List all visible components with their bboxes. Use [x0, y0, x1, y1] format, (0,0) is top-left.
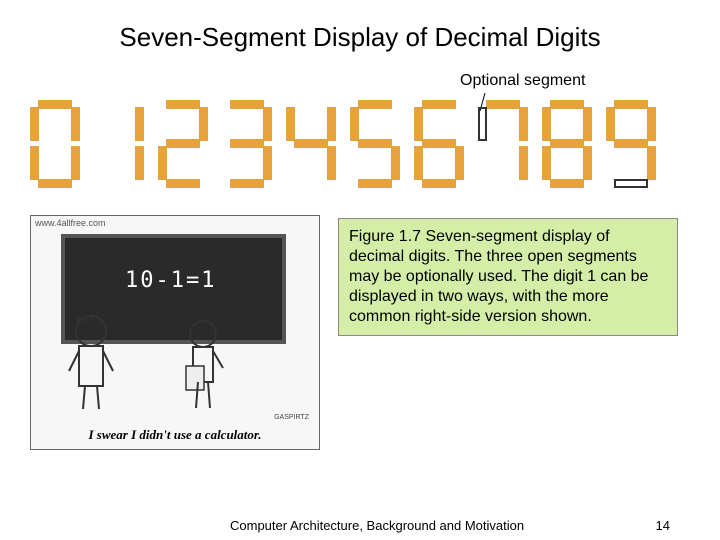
segment-c — [519, 146, 528, 180]
segment-c — [583, 146, 592, 180]
digit-4 — [286, 100, 336, 188]
digit-3 — [222, 100, 272, 188]
segment-a — [614, 100, 648, 109]
segment-f — [286, 107, 295, 141]
segment-d — [230, 179, 264, 188]
digit-2 — [158, 100, 208, 188]
segment-d — [422, 179, 456, 188]
segment-b — [263, 107, 272, 141]
cartoon-panel: www.4allfree.com 10-1=1 GASPIRTZ I swear… — [30, 215, 320, 450]
cartoon-source-url: www.4allfree.com — [35, 218, 106, 228]
segment-g — [230, 139, 264, 148]
segment-g — [166, 139, 200, 148]
segment-d — [38, 179, 72, 188]
segment-e — [542, 146, 551, 180]
segment-c — [135, 146, 144, 180]
digit-1 — [94, 100, 144, 188]
segment-c — [455, 146, 464, 180]
segment-b — [327, 107, 336, 141]
segment-f — [414, 107, 423, 141]
segment-g — [550, 139, 584, 148]
seven-segment-row — [30, 100, 656, 188]
segment-a — [166, 100, 200, 109]
segment-b — [583, 107, 592, 141]
segment-c — [391, 146, 400, 180]
segment-c — [263, 146, 272, 180]
segment-b — [647, 107, 656, 141]
optional-segment-label: Optional segment — [460, 72, 585, 90]
segment-c — [71, 146, 80, 180]
segment-b — [135, 107, 144, 141]
chalkboard-text: 10-1=1 — [125, 268, 216, 293]
segment-a — [486, 100, 520, 109]
cartoon-child-left — [61, 311, 121, 411]
segment-d — [550, 179, 584, 188]
segment-d — [358, 179, 392, 188]
segment-a — [422, 100, 456, 109]
segment-c — [647, 146, 656, 180]
segment-e — [414, 146, 423, 180]
segment-e — [158, 146, 167, 180]
segment-f — [350, 107, 359, 141]
figure-caption-box: Figure 1.7 Seven-segment display of deci… — [338, 218, 678, 336]
segment-g — [422, 139, 456, 148]
segment-f — [542, 107, 551, 141]
segment-a — [230, 100, 264, 109]
segment-a — [38, 100, 72, 109]
segment-a — [358, 100, 392, 109]
page-title: Seven-Segment Display of Decimal Digits — [0, 0, 720, 53]
segment-f — [606, 107, 615, 141]
segment-a — [550, 100, 584, 109]
digit-8 — [542, 100, 592, 188]
footer-page-number: 14 — [656, 518, 670, 533]
segment-g — [294, 139, 328, 148]
digit-7 — [478, 100, 528, 188]
segment-f — [30, 107, 39, 141]
segment-b — [519, 107, 528, 141]
cartoon-child-right — [176, 316, 231, 411]
cartoon-signature: GASPIRTZ — [274, 414, 309, 421]
segment-b — [71, 107, 80, 141]
segment-e — [30, 146, 39, 180]
segment-d-optional — [614, 179, 648, 188]
segment-c — [327, 146, 336, 180]
digit-9 — [606, 100, 656, 188]
digit-0 — [30, 100, 80, 188]
segment-d — [166, 179, 200, 188]
cartoon-caption: I swear I didn't use a calculator. — [31, 427, 319, 443]
digit-5 — [350, 100, 400, 188]
digit-6 — [414, 100, 464, 188]
segment-b — [199, 107, 208, 141]
footer-text: Computer Architecture, Background and Mo… — [230, 518, 524, 533]
segment-g — [358, 139, 392, 148]
segment-f-optional — [478, 107, 487, 141]
segment-g — [614, 139, 648, 148]
